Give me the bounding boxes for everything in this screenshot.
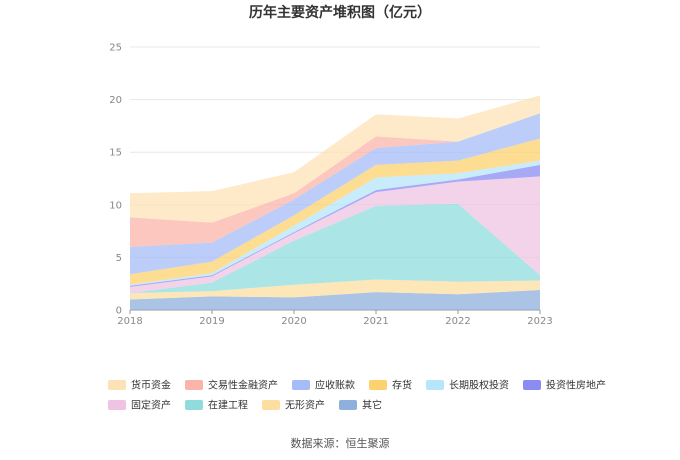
legend-label: 固定资产	[131, 399, 171, 412]
legend-swatch	[292, 380, 310, 390]
area-series-0	[130, 290, 540, 310]
x-tick-label: 2023	[527, 316, 552, 327]
legend-item[interactable]: 在建工程	[185, 399, 248, 412]
area-series	[130, 95, 540, 310]
y-tick-label: 15	[109, 148, 122, 159]
y-tick-label: 20	[109, 95, 122, 106]
area-series-3	[130, 176, 540, 294]
area-series-8	[130, 113, 540, 247]
legend-item[interactable]: 固定资产	[108, 399, 171, 412]
legend-item[interactable]: 其它	[339, 399, 382, 412]
legend-label: 投资性房地产	[546, 379, 606, 392]
legend-item[interactable]: 交易性金融资产	[185, 379, 278, 392]
legend-item[interactable]: 投资性房地产	[523, 379, 606, 392]
data-source-note: 数据来源：恒生聚源	[291, 436, 390, 450]
x-tick-label: 2020	[281, 316, 306, 327]
legend-label: 应收账款	[315, 379, 355, 392]
legend-label: 交易性金融资产	[208, 379, 278, 392]
legend-label: 无形资产	[285, 399, 325, 412]
x-tick-label: 2021	[363, 316, 388, 327]
legend-item[interactable]: 长期股权投资	[426, 379, 509, 392]
legend-swatch	[185, 400, 203, 410]
x-tick-label: 2019	[199, 316, 224, 327]
legend-label: 长期股权投资	[449, 379, 509, 392]
legend-swatch	[369, 380, 387, 390]
legend-swatch	[523, 380, 541, 390]
legend-label: 在建工程	[208, 399, 248, 412]
area-series-1	[130, 279, 540, 300]
y-tick-label: 25	[109, 43, 122, 54]
legend-swatch	[185, 380, 203, 390]
area-series-4	[130, 164, 540, 287]
legend-item[interactable]: 存货	[369, 379, 412, 392]
legend-swatch	[426, 380, 444, 390]
legend-label: 其它	[362, 399, 382, 412]
legend-swatch	[262, 400, 280, 410]
area-series-2	[130, 203, 540, 294]
y-tick-label: 10	[109, 200, 122, 211]
x-axis-ticks: 2018 2019 2020 2021 2022 2023	[117, 310, 553, 327]
x-tick-label: 2022	[445, 316, 470, 327]
legend-swatch	[339, 400, 357, 410]
legend-swatch	[108, 380, 126, 390]
chart-title: 历年主要资产堆积图（亿元）	[249, 4, 431, 21]
y-tick-label: 5	[116, 253, 122, 264]
legend-label: 货币资金	[131, 379, 171, 392]
legend-item[interactable]: 无形资产	[262, 399, 325, 412]
area-series-9	[130, 95, 540, 223]
area-series-7	[130, 113, 540, 275]
y-axis-ticks: 0 5 10 15 20 25	[109, 43, 122, 317]
y-tick-label: 0	[116, 306, 122, 317]
area-series-6	[130, 138, 540, 285]
x-tick-label: 2018	[117, 316, 142, 327]
legend-item[interactable]: 应收账款	[292, 379, 355, 392]
legend-label: 存货	[392, 379, 412, 392]
legend-item[interactable]: 货币资金	[108, 379, 171, 392]
legend-swatch	[108, 400, 126, 410]
